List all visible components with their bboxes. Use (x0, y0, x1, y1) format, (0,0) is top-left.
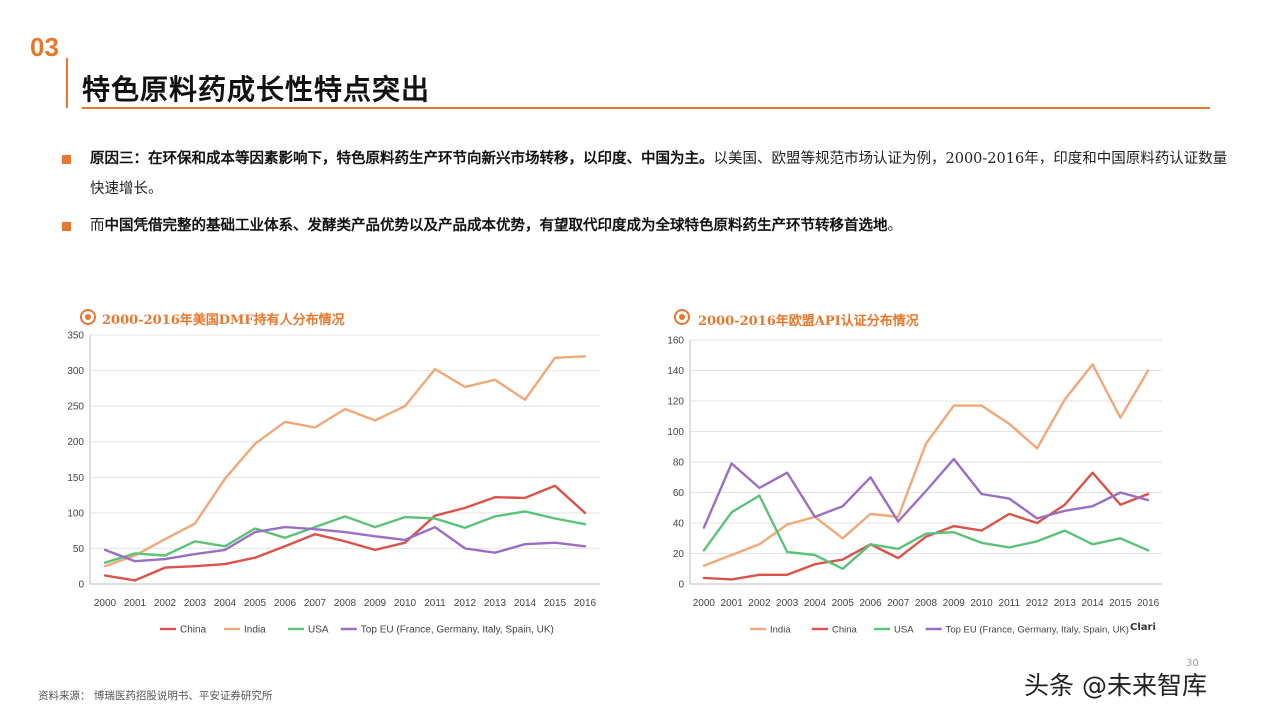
series-line-top (103, 525, 587, 563)
legend-label: China (832, 625, 858, 636)
title-divider (82, 107, 1210, 109)
x-tick-label: 2010 (394, 598, 417, 609)
y-tick-label: 0 (678, 580, 684, 591)
x-tick-label: 2008 (915, 598, 938, 609)
x-tick-label: 2009 (364, 598, 387, 609)
y-tick-label: 80 (673, 458, 685, 469)
x-tick-label: 2001 (124, 598, 147, 609)
series-line-usa (103, 510, 587, 564)
bullet-2-text: 而中国凭借完整的基础工业体系、发酵类产品优势以及产品成本优势，有望取代印度成为全… (90, 211, 1240, 241)
x-tick-label: 2007 (304, 598, 327, 609)
x-tick-label: 2014 (514, 598, 537, 609)
x-tick-label: 2012 (454, 598, 477, 609)
x-tick-label: 2015 (544, 598, 567, 609)
y-tick-label: 160 (667, 336, 684, 347)
series-line-usa (702, 494, 1150, 571)
x-tick-label: 2009 (943, 598, 966, 609)
bullet-2-tail: 。 (887, 218, 903, 234)
y-tick-label: 60 (673, 488, 685, 499)
y-tick-label: 200 (67, 437, 84, 448)
us-dmf-chart: 0 50 100 150 200 250 300 350 2000 2001 2002 2003 200… (67, 331, 600, 636)
chart-1-title: 2000-2016年美国DMF持有人分布情况 (102, 313, 345, 328)
bullet-square-icon (62, 155, 71, 164)
x-tick-label: 2006 (274, 598, 297, 609)
x-tick-label: 2013 (1054, 598, 1077, 609)
chart-2-target-icon (674, 309, 690, 325)
source-note: 资料来源： 博瑞医药招股说明书、平安证券研究所 (38, 690, 273, 702)
bullet-2-bold: 中国凭借完整的基础工业体系、发酵类产品优势以及产品成本优势，有望取代印度成为全球… (104, 217, 888, 234)
y-tick-label: 350 (67, 331, 84, 342)
x-tick-label: 2001 (721, 598, 744, 609)
page-title: 特色原料药成长性特点突出 (82, 73, 431, 106)
y-tick-label: 100 (667, 427, 684, 438)
bullet-1-bold: 原因三：在环保和成本等因素影响下，特色原料药生产环节向新兴市场转移，以印度、中国… (90, 150, 714, 167)
bullet-square-icon (62, 222, 71, 231)
bullet-1-normal: 以美国、欧盟等规范市场认证为例，2000-2016年，印度和中国原料药认证数量快… (90, 151, 1228, 197)
y-tick-label: 300 (67, 366, 84, 377)
series-line-china (702, 471, 1150, 581)
x-tick-label: 2011 (999, 598, 1021, 609)
watermark: 头条 @未来智库 (1024, 671, 1207, 700)
legend-label: Top EU (France, Germany, Italy, Spain, U… (361, 625, 554, 636)
legend-label: China (180, 625, 207, 636)
x-tick-label: 2006 (859, 598, 882, 609)
x-tick-label: 2004 (804, 598, 827, 609)
x-tick-label: 2014 (1081, 598, 1104, 609)
x-tick-label: 2005 (832, 598, 855, 609)
y-tick-label: 150 (67, 473, 84, 484)
y-tick-label: 100 (67, 508, 84, 519)
x-tick-label: 2002 (748, 598, 771, 609)
x-tick-label: 2000 (94, 598, 117, 609)
page-number: 30 (1186, 658, 1199, 669)
x-tick-label: 2003 (184, 598, 207, 609)
x-tick-label: 2000 (693, 598, 716, 609)
series-line-india (103, 355, 587, 568)
y-tick-label: 20 (673, 549, 685, 560)
y-tick-label: 40 (673, 519, 685, 530)
x-tick-label: 2016 (1137, 598, 1160, 609)
x-tick-label: 2004 (214, 598, 237, 609)
x-tick-label: 2015 (1109, 598, 1132, 609)
x-tick-label: 2010 (970, 598, 993, 609)
section-number: 03 (30, 32, 59, 62)
series-line-china (103, 484, 587, 582)
x-tick-label: 2003 (776, 598, 799, 609)
chart-2-title: 2000-2016年欧盟API认证分布情况 (698, 314, 919, 329)
legend-label: India (770, 625, 791, 636)
legend-label: India (244, 625, 266, 636)
bullet-1-text: 原因三：在环保和成本等因素影响下，特色原料药生产环节向新兴市场转移，以印度、中国… (90, 144, 1240, 204)
chart-1-target-icon (80, 309, 96, 325)
title-accent-bar (66, 58, 68, 108)
y-tick-label: 50 (73, 544, 85, 555)
chart-2-branding: Clari (1130, 622, 1156, 633)
series-line-top (702, 457, 1150, 529)
y-tick-label: 120 (667, 397, 684, 408)
x-tick-label: 2008 (334, 598, 357, 609)
x-tick-label: 2011 (424, 598, 446, 609)
eu-api-chart: 0 20 40 60 80 100 120 140 160 2000 2001 2002 2003 200… (667, 336, 1162, 636)
legend-label: Top EU (France, Germany, Italy, Spain, U… (946, 625, 1129, 636)
x-tick-label: 2002 (154, 598, 177, 609)
y-tick-label: 250 (67, 402, 84, 413)
x-tick-label: 2007 (887, 598, 910, 609)
y-tick-label: 0 (78, 580, 84, 591)
x-tick-label: 2005 (244, 598, 267, 609)
legend-label: USA (308, 625, 329, 636)
x-tick-label: 2016 (574, 598, 597, 609)
legend-label: USA (894, 625, 914, 636)
y-tick-label: 140 (667, 366, 684, 377)
x-tick-label: 2012 (1026, 598, 1049, 609)
bullet-2-lead: 而 (90, 218, 105, 234)
x-tick-label: 2013 (484, 598, 507, 609)
